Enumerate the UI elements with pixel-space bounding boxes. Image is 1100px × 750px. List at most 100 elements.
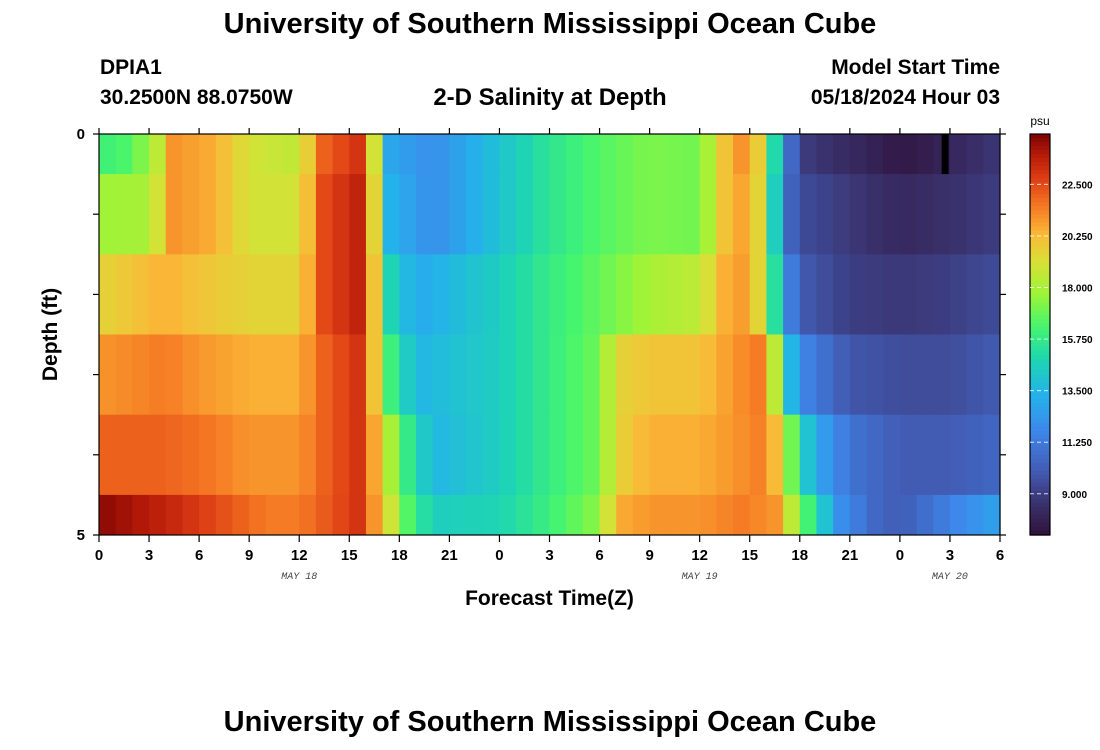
x-tick-label: 21 [441,547,458,564]
heatmap-cell [766,134,784,175]
heatmap-cell [699,494,717,536]
heatmap-cell [883,174,901,255]
heatmap-cell [282,254,300,335]
heatmap-cell [816,414,834,496]
heatmap-cell [799,254,818,335]
heatmap-cell [749,134,768,175]
model-start-label: Model Start Time [831,56,1000,79]
heatmap-cell [849,174,868,255]
x-axis-title: Forecast Time(Z) [465,587,634,610]
colorbar-segment [1030,390,1050,396]
colorbar-segment [1030,370,1050,376]
heatmap-cell [165,174,184,255]
heatmap-cell [432,174,450,255]
colorbar-segment [1030,190,1050,195]
heatmap-cell [299,414,317,496]
colorbar-segment [1030,430,1050,436]
x-tick-label: 6 [996,547,1004,564]
colorbar-tick-label: 20.250 [1062,232,1093,243]
heatmap-cell [949,494,968,536]
colorbar-segment [1030,222,1050,227]
heatmap-cell [949,254,968,335]
colorbar-segment [1030,306,1050,312]
heatmap-cell [966,494,984,536]
colorbar-segment [1030,194,1050,199]
heatmap-cell [849,134,868,175]
heatmap-cell [365,334,384,416]
colorbar-segment [1030,254,1050,259]
heatmap-cell [382,334,400,416]
heatmap-cell [315,174,334,255]
heatmap-cell [949,134,968,175]
colorbar-segment [1030,226,1050,231]
heatmap-cell [883,414,901,496]
heatmap-cell [215,334,234,416]
heatmap-cell [99,414,117,496]
heatmap-cells [99,134,1001,536]
heatmap-cell [299,174,317,255]
heatmap-cell [165,254,184,335]
heatmap-cell [766,334,784,416]
colorbar-segment [1030,334,1050,340]
colorbar-segment [1030,498,1050,504]
heatmap-cell [899,414,918,496]
heatmap-cell [365,254,384,335]
heatmap-cell [682,134,701,175]
colorbar-segment [1030,214,1050,219]
heatmap-cell [749,414,768,496]
heatmap-cell [466,334,484,416]
x-tick-label: 9 [645,547,653,564]
heatmap-cell [649,334,667,416]
heatmap-cell [99,174,117,255]
colorbar-segment [1030,154,1050,159]
heatmap-cell [149,494,167,536]
heatmap-cell [532,134,551,175]
heatmap-cell [532,334,551,416]
colorbar-segment [1030,146,1050,151]
colorbar-segment [1030,522,1050,528]
heatmap-cell [249,414,267,496]
heatmap-cell [699,134,717,175]
heatmap-cell [132,174,150,255]
colorbar-segment [1030,262,1050,267]
heatmap-cell [349,254,367,335]
colorbar-segment [1030,290,1050,295]
colorbar-segment [1030,378,1050,384]
heatmap-cell [666,134,684,175]
colorbar-segment [1030,486,1050,492]
heatmap-cell [282,174,300,255]
heatmap-cell [182,134,200,175]
masked-cell [941,134,949,175]
heatmap-cell [99,494,117,536]
heatmap-cell [332,414,350,496]
heatmap-cell [866,174,884,255]
heatmap-cell [165,494,184,536]
heatmap-cell [332,254,350,335]
heatmap-cell [232,254,250,335]
date-label: MAY 20 [932,572,968,583]
heatmap-cell [215,174,234,255]
heatmap-cell [733,334,751,416]
heatmap-cell [699,254,717,335]
heatmap-cell [733,254,751,335]
heatmap-cell [599,414,617,496]
heatmap-cell [532,254,551,335]
chart-subtitle: 2-D Salinity at Depth [433,84,667,111]
heatmap-cell [949,414,968,496]
heatmap-cell [983,254,1001,335]
heatmap-cell [399,134,417,175]
colorbar-segment [1030,426,1050,432]
colorbar-segment [1030,302,1050,308]
heatmap-cell [899,254,918,335]
x-tick-label: 0 [95,547,103,564]
x-tick-label: 3 [545,547,553,564]
colorbar-segment [1030,282,1050,287]
heatmap-cell [365,494,384,536]
heatmap-cell [933,334,951,416]
heatmap-cell [416,494,434,536]
footer-title: University of Southern Mississippi Ocean… [223,706,877,738]
colorbar-segment [1030,438,1050,444]
heatmap-cell [566,334,584,416]
heatmap-cell [199,174,217,255]
